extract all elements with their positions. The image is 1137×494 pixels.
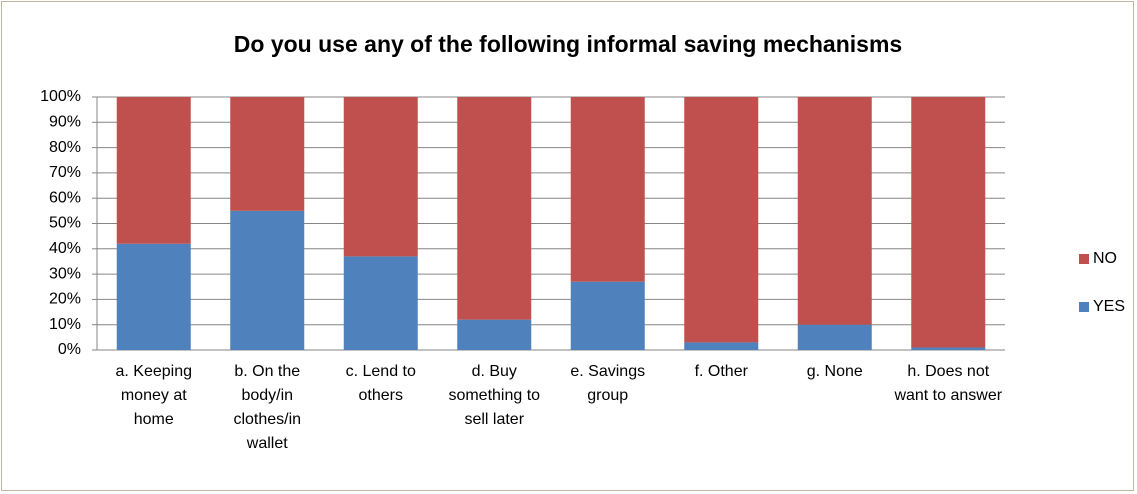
y-tick-label: 10% [49, 316, 81, 333]
x-tick-label: h. Does not want to answer [894, 363, 1003, 404]
y-tick-label: 80% [49, 139, 81, 156]
legend-swatch [1079, 254, 1089, 264]
legend-swatch [1079, 302, 1089, 312]
y-tick-label: 60% [49, 189, 81, 206]
x-tick-label: f. Other [694, 363, 748, 380]
y-tick-label: 50% [49, 215, 81, 232]
bar-segment [230, 97, 305, 211]
bar-segment [570, 97, 645, 282]
y-tick-label: 100% [40, 88, 81, 105]
y-tick-label: 30% [49, 265, 81, 282]
bar-segment [457, 97, 532, 320]
y-tick-label: 70% [49, 164, 81, 181]
x-tick-label: c. Lend to others [345, 363, 416, 404]
x-tick-label: a. Keeping money at home [115, 363, 192, 428]
bar-segment [343, 256, 418, 350]
bar-segment [797, 324, 872, 350]
bar-segment [911, 347, 986, 350]
y-tick-label: 0% [58, 341, 81, 358]
bar-segment [116, 97, 191, 244]
x-tick-label: b. On the body/in clothes/in wallet [233, 363, 302, 452]
y-tick-label: 40% [49, 240, 81, 257]
bar-segment [570, 281, 645, 350]
bar-segment [684, 342, 759, 350]
bar-segment [684, 97, 759, 343]
bar-segment [797, 97, 872, 325]
bar-segment [457, 319, 532, 350]
x-tick-label: g. None [806, 363, 863, 380]
x-tick-label: e. Savings group [570, 363, 646, 404]
bar-segment [116, 243, 191, 350]
bar-segment [911, 97, 986, 348]
y-tick-label: 90% [49, 114, 81, 131]
y-tick-label: 20% [49, 291, 81, 308]
x-tick-label: d. Buy something to sell later [448, 363, 541, 428]
chart-title: Do you use any of the following informal… [234, 31, 902, 57]
bar-segment [230, 210, 305, 350]
legend-label: YES [1093, 298, 1125, 315]
bar-segment [343, 97, 418, 257]
legend-label: NO [1093, 250, 1117, 267]
